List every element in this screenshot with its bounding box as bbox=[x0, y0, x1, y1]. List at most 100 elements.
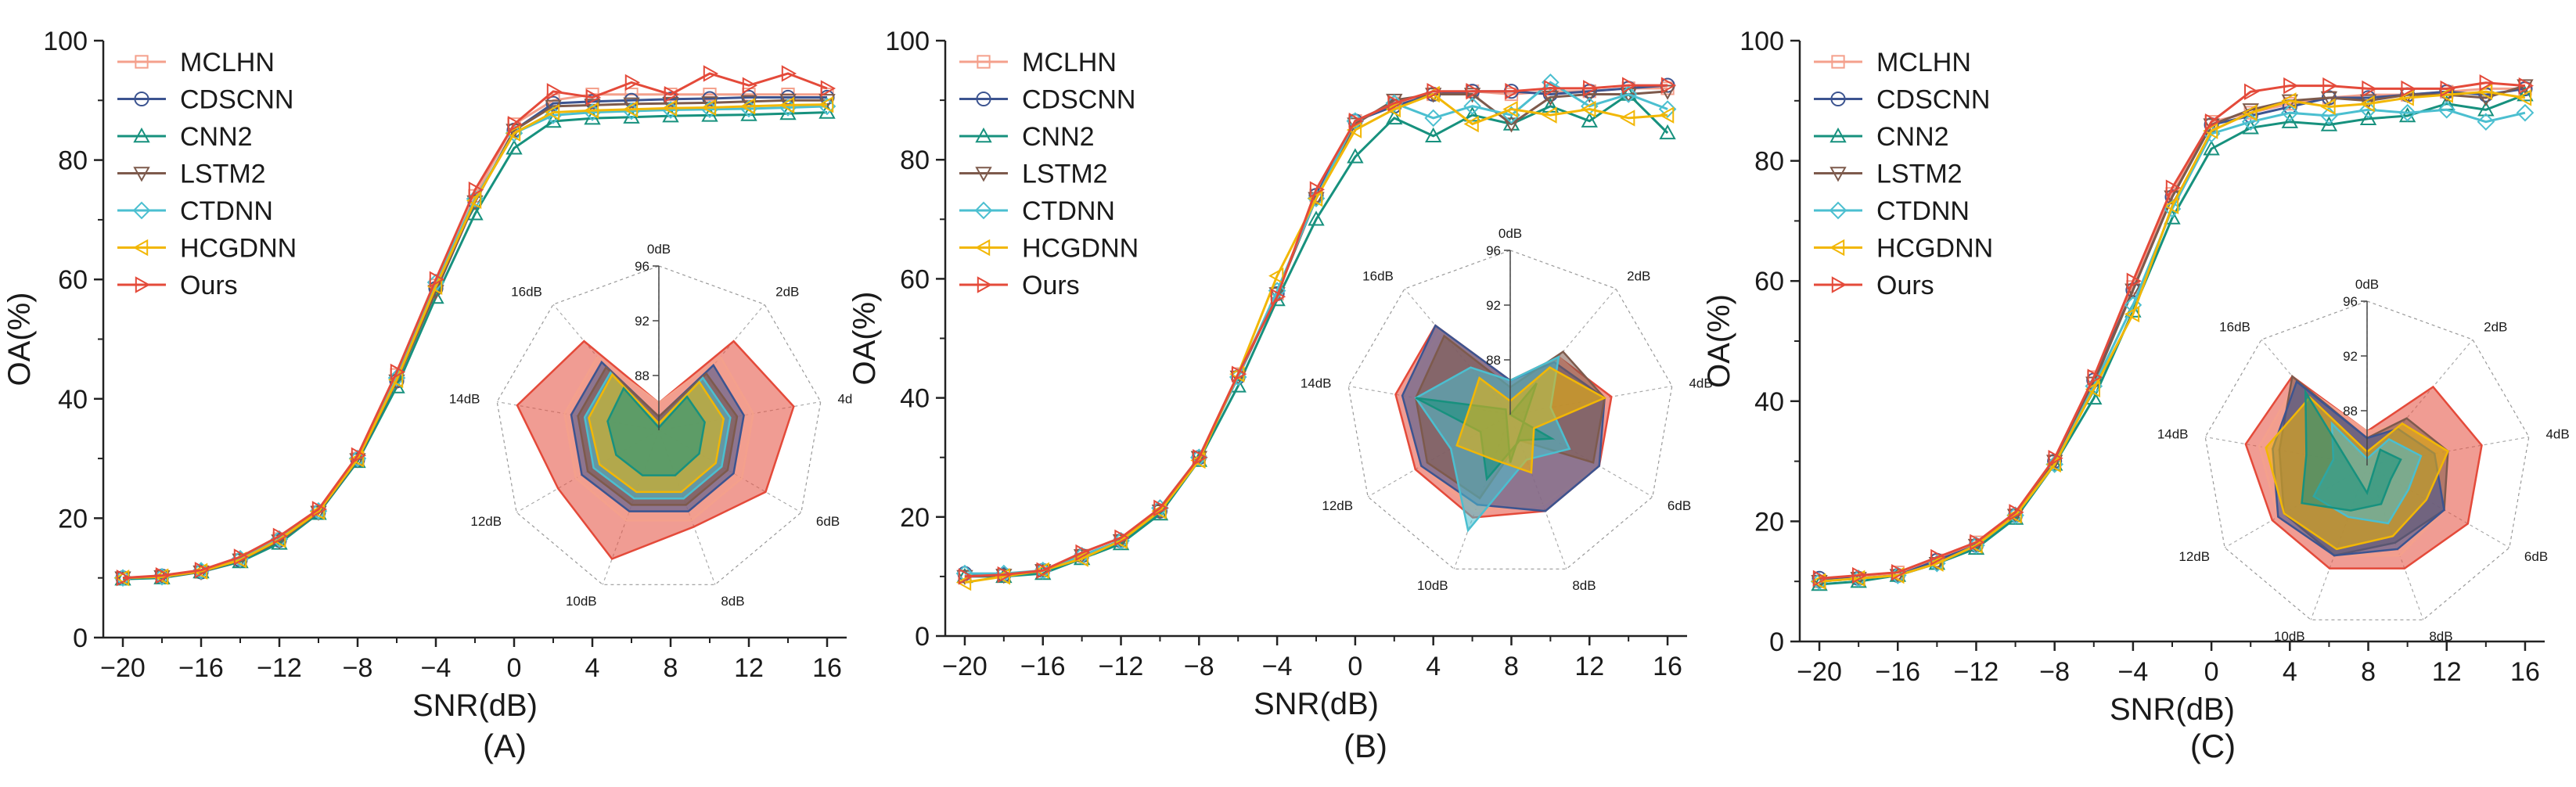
data-point bbox=[2477, 113, 2495, 131]
y-tick-label: 20 bbox=[900, 503, 930, 533]
data-point bbox=[1659, 124, 1676, 140]
legend-label: MCLHN bbox=[1876, 48, 1971, 77]
y-tick-label: 0 bbox=[73, 623, 88, 653]
legend-item-hcgdnn: HCGDNN bbox=[1814, 234, 1993, 264]
radar-radial-label: 92 bbox=[2343, 349, 2358, 364]
data-point bbox=[1232, 365, 1247, 383]
radar-inset: 88 92 96 0dB 2dB 4dB 6dB 8dB 10dB 12dB 14dB 16dB bbox=[1301, 226, 1713, 593]
legend-label: CTDNN bbox=[1876, 196, 1970, 226]
legend-item-ours: Ours bbox=[117, 271, 238, 300]
data-point bbox=[1268, 267, 1284, 285]
legend-marker bbox=[132, 201, 151, 220]
data-point bbox=[820, 80, 836, 97]
legend-item-lstm2: LSTM2 bbox=[1814, 160, 1963, 189]
data-point bbox=[2322, 77, 2338, 95]
legend-marker bbox=[134, 91, 149, 107]
radar-axis-label: 14dB bbox=[2157, 427, 2189, 442]
data-point bbox=[272, 527, 289, 544]
data-point bbox=[1270, 288, 1286, 305]
data-point bbox=[2203, 140, 2220, 156]
radar-radial-label: 88 bbox=[1486, 353, 1501, 368]
data-point bbox=[1193, 449, 1208, 466]
series-cdscnn bbox=[957, 77, 1675, 583]
data-point bbox=[1502, 100, 1518, 118]
data-point bbox=[2244, 83, 2260, 100]
data-point bbox=[194, 562, 210, 579]
data-point bbox=[1463, 88, 1481, 103]
legend-label: CTDNN bbox=[180, 196, 273, 226]
data-point bbox=[818, 95, 834, 113]
x-tick-label: −16 bbox=[178, 653, 224, 683]
data-point bbox=[1542, 73, 1560, 92]
data-point bbox=[507, 116, 523, 133]
x-tick-label: −12 bbox=[257, 653, 302, 683]
data-point bbox=[1583, 80, 1599, 97]
data-point bbox=[739, 98, 756, 115]
x-tick-label: 4 bbox=[585, 653, 600, 683]
radar-axis-label: 16dB bbox=[1362, 268, 1394, 283]
x-tick-label: −16 bbox=[1020, 652, 1066, 681]
radar-axis-label: 14dB bbox=[449, 392, 480, 407]
legend-item-cdscnn: CDSCNN bbox=[117, 85, 293, 115]
radar-axis-label: 2dB bbox=[2484, 319, 2507, 334]
data-point bbox=[2320, 116, 2338, 131]
y-tick-label: 80 bbox=[1754, 147, 1784, 177]
legend-item-lstm2: LSTM2 bbox=[959, 160, 1108, 189]
data-point bbox=[1851, 566, 1868, 584]
legend-marker bbox=[974, 239, 991, 257]
x-tick-label: −20 bbox=[100, 653, 146, 683]
data-point bbox=[1427, 82, 1442, 100]
radar-inset: 88 92 96 0dB 2dB 4d 6dB 8dB 10dB 12dB 14dB 16dB bbox=[449, 242, 853, 609]
x-tick-label: −12 bbox=[1954, 657, 1999, 687]
radar-radial-label: 88 bbox=[2343, 404, 2358, 419]
legend-label: HCGDNN bbox=[1876, 234, 1993, 264]
legend-item-ours: Ours bbox=[1814, 271, 1934, 300]
data-point bbox=[1810, 573, 1826, 590]
y-tick-label: 80 bbox=[900, 146, 930, 175]
x-tick-label: −20 bbox=[1797, 657, 1842, 687]
data-point bbox=[2359, 110, 2377, 126]
data-point bbox=[2203, 122, 2218, 139]
data-point bbox=[2163, 197, 2179, 214]
data-point bbox=[955, 573, 972, 591]
radar-area-cnn2 bbox=[606, 386, 706, 476]
x-tick-label: 8 bbox=[2361, 657, 2376, 687]
x-tick-label: 8 bbox=[1504, 652, 1519, 681]
data-point bbox=[742, 77, 758, 94]
legend-item-mclhn: MCLHN bbox=[117, 48, 275, 77]
radar-radial-label: 96 bbox=[635, 259, 649, 274]
legend-item-cdscnn: CDSCNN bbox=[1814, 85, 1990, 115]
legend-marker bbox=[975, 167, 992, 182]
data-point bbox=[740, 95, 757, 110]
radar-axis-label: 12dB bbox=[1322, 498, 1353, 513]
data-point bbox=[1463, 115, 1479, 133]
data-point bbox=[2437, 101, 2456, 119]
radar-axis-label: 4dB bbox=[1689, 376, 1712, 391]
data-point bbox=[2048, 450, 2063, 467]
x-tick-label: −12 bbox=[1099, 652, 1144, 681]
data-point bbox=[390, 363, 406, 381]
data-point bbox=[997, 566, 1013, 584]
legend-label: LSTM2 bbox=[1876, 160, 1963, 189]
panel-label: (C) bbox=[2190, 728, 2236, 764]
legend-label: HCGDNN bbox=[180, 234, 297, 264]
legend-label: MCLHN bbox=[180, 48, 275, 77]
radar-radial-label: 96 bbox=[2343, 294, 2358, 309]
radar-axis-label: 2dB bbox=[775, 284, 799, 299]
data-point bbox=[1075, 544, 1091, 562]
legend-item-cnn2: CNN2 bbox=[117, 122, 253, 152]
data-point bbox=[1930, 548, 1946, 566]
data-point bbox=[2204, 113, 2221, 131]
legend-marker bbox=[977, 55, 991, 69]
data-point bbox=[2398, 103, 2416, 122]
x-tick-label: −20 bbox=[942, 652, 988, 681]
data-point bbox=[2440, 80, 2455, 98]
data-point bbox=[2517, 86, 2534, 102]
series-ours bbox=[116, 65, 836, 587]
x-tick-label: 16 bbox=[1653, 652, 1682, 681]
y-axis-title: OA(%) bbox=[847, 292, 882, 386]
y-axis-title: OA(%) bbox=[1702, 294, 1736, 388]
x-tick-label: 8 bbox=[664, 653, 678, 683]
series-ours bbox=[958, 77, 1677, 585]
